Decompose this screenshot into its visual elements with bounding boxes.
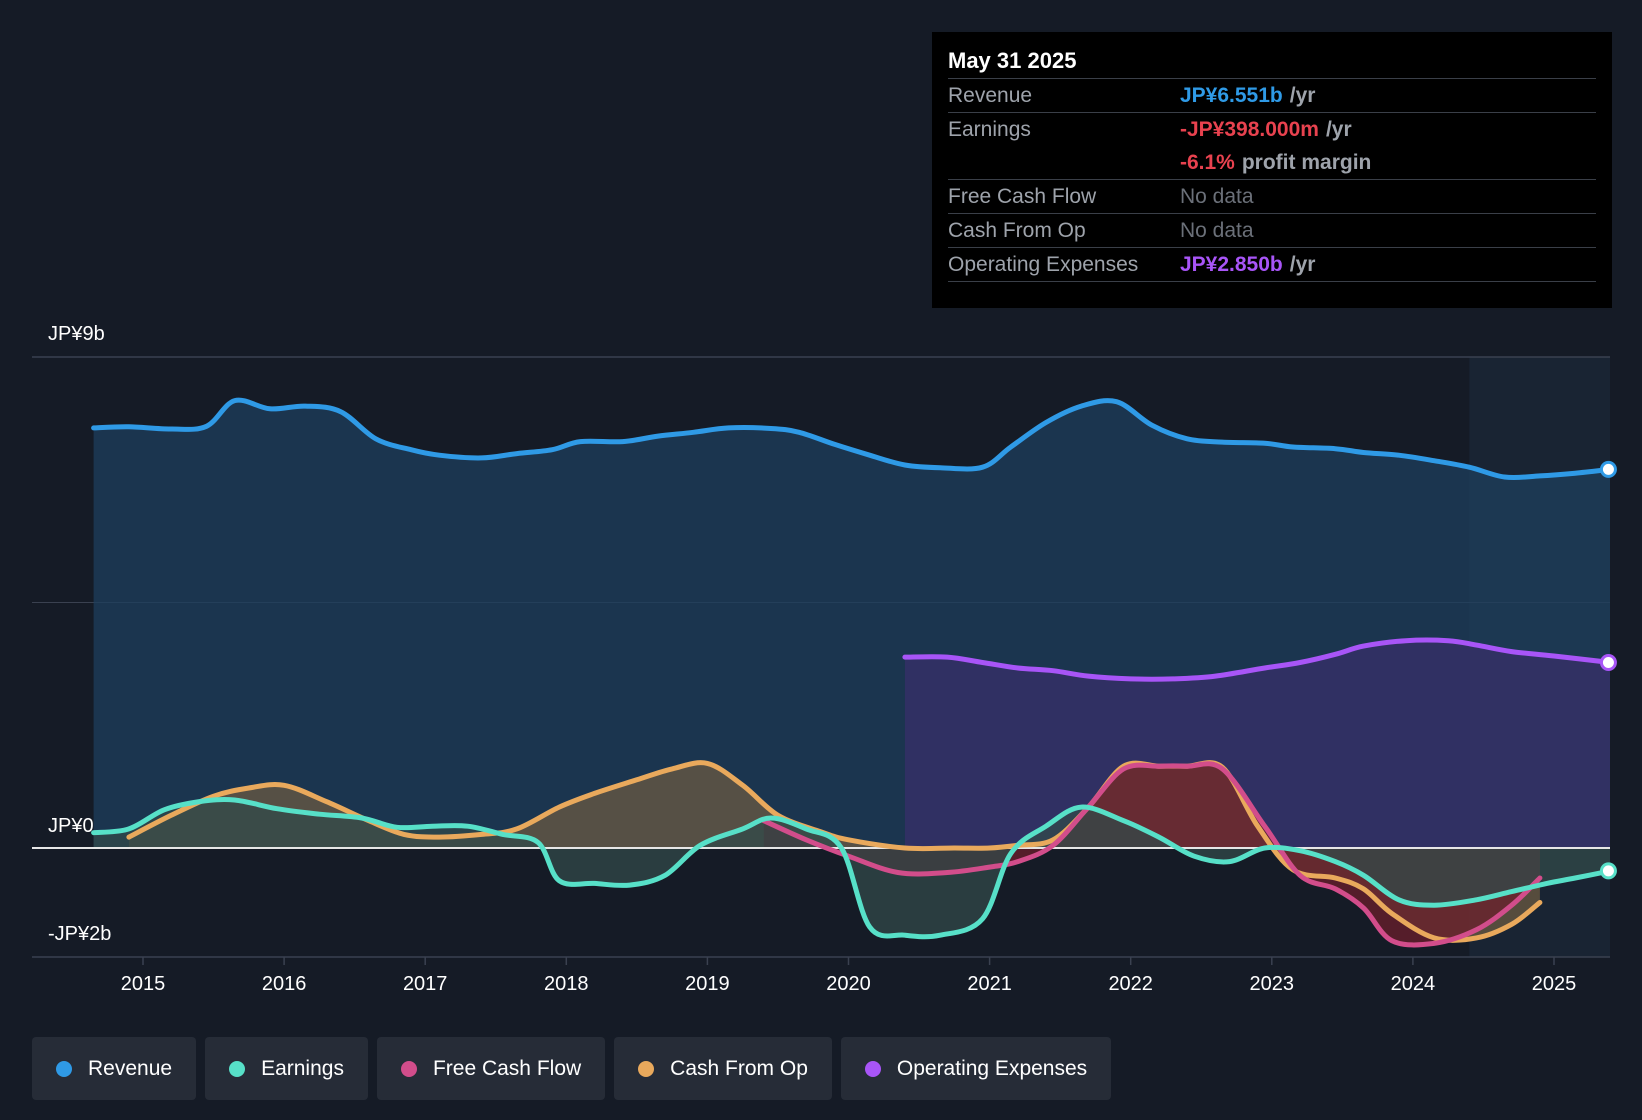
line-operating-expenses [902, 637, 1610, 682]
line-revenue [91, 397, 1610, 481]
tooltip-row-opex: Operating Expenses JP¥2.850b /yr [948, 248, 1596, 282]
x-tick-label-2025: 2025 [1532, 973, 1577, 995]
tooltip-row-margin: -6.1% profit margin [948, 146, 1596, 180]
tooltip-fcf-value: No data [1180, 184, 1254, 208]
legend-label-operating-expenses: Operating Expenses [896, 1056, 1088, 1080]
x-tick-label-2018: 2018 [544, 973, 589, 995]
tooltip-fcf-label: Free Cash Flow [948, 184, 1097, 208]
x-tick-label-2016: 2016 [262, 973, 307, 995]
legend-label-earnings: Earnings [261, 1056, 344, 1080]
legend-label-free-cash-flow: Free Cash Flow [432, 1056, 582, 1080]
legend-item-revenue[interactable]: Revenue [32, 1037, 197, 1100]
legend-dot-free-cash-flow [400, 1060, 417, 1077]
tooltip-revenue-label: Revenue [948, 83, 1033, 107]
tooltip-margin-value: -6.1% [1180, 150, 1235, 174]
x-tick-label-2019: 2019 [685, 973, 730, 995]
tooltip-earnings-unit: /yr [1325, 117, 1352, 141]
tooltip-cfo-label: Cash From Op [948, 218, 1086, 242]
tooltip: May 31 2025 Revenue JP¥6.551b /yr Earnin… [932, 32, 1612, 308]
x-tick-label-2015: 2015 [121, 973, 166, 995]
x-tick-label-2024: 2024 [1391, 973, 1436, 995]
tooltip-earnings-value: -JP¥398.000m [1180, 117, 1319, 141]
line-free-cash-flow [761, 761, 1543, 948]
x-tick-label-2021: 2021 [967, 973, 1012, 995]
x-tick-label-2023: 2023 [1250, 973, 1295, 995]
tooltip-cfo-value: No data [1180, 218, 1254, 242]
legend-dot-revenue [56, 1060, 72, 1077]
line-earnings [91, 797, 1610, 940]
x-tick-label-2022: 2022 [1108, 973, 1153, 995]
y-axis-bottom-label: -JP¥2b [48, 923, 111, 945]
tooltip-revenue-unit: /yr [1289, 83, 1316, 107]
legend-dot-cash-from-op [638, 1060, 655, 1077]
area-operating-expenses [904, 640, 1610, 848]
x-tick-label-2020: 2020 [826, 973, 871, 995]
legend-item-free-cash-flow[interactable]: Free Cash Flow [376, 1037, 606, 1100]
tooltip-row-earnings: Earnings -JP¥398.000m /yr [948, 113, 1596, 146]
tooltip-date: May 31 2025 [948, 46, 1596, 79]
end-marker-earnings [1599, 862, 1617, 880]
tooltip-row-cfo: Cash From Op No data [948, 214, 1596, 248]
end-marker-revenue [1599, 460, 1617, 478]
tooltip-opex-value: JP¥2.850b [1180, 252, 1283, 276]
legend: Revenue Earnings Free Cash Flow Cash Fro… [32, 1037, 1112, 1100]
tooltip-row-revenue: Revenue JP¥6.551b /yr [948, 79, 1596, 113]
tooltip-earnings-label: Earnings [948, 117, 1031, 141]
legend-label-revenue: Revenue [88, 1056, 173, 1080]
legend-item-operating-expenses[interactable]: Operating Expenses [840, 1037, 1112, 1100]
tooltip-opex-unit: /yr [1289, 252, 1316, 276]
tooltip-margin-text: profit margin [1241, 150, 1372, 174]
y-axis-zero-label: JP¥0 [48, 815, 94, 837]
x-tick-label-2017: 2017 [403, 973, 448, 995]
legend-item-cash-from-op[interactable]: Cash From Op [614, 1037, 832, 1100]
legend-item-earnings[interactable]: Earnings [205, 1037, 368, 1100]
legend-dot-operating-expenses [864, 1060, 881, 1077]
legend-label-cash-from-op: Cash From Op [670, 1056, 808, 1080]
tooltip-revenue-value: JP¥6.551b [1180, 83, 1283, 107]
tooltip-opex-label: Operating Expenses [948, 252, 1139, 276]
legend-dot-earnings [229, 1060, 246, 1077]
y-axis-top-label: JP¥9b [48, 323, 105, 345]
tooltip-row-fcf: Free Cash Flow No data [948, 180, 1596, 214]
end-marker-operating-expenses [1599, 654, 1617, 672]
